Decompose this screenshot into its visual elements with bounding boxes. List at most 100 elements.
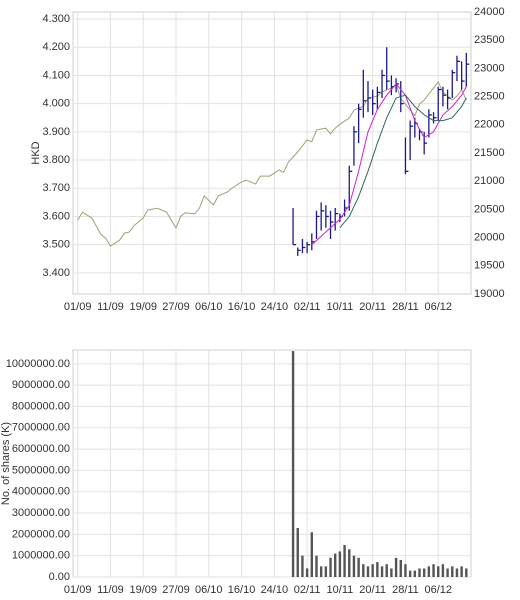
bar [413,570,417,577]
bar [385,564,388,577]
bar [432,564,435,577]
y-tick-label: 4.300 [42,13,70,25]
bar [357,557,360,577]
x-tick-label: 16/10 [228,301,256,313]
x-tick-label: 28/11 [392,301,419,313]
x-tick-label: 20/11 [359,301,386,313]
y2-tick-label: 21000 [474,175,505,187]
y-tick-label: 5000000.00 [12,464,70,476]
y2-tick-label: 22000 [474,119,505,131]
bar [451,566,454,577]
x-tick-label: 19/09 [129,584,157,596]
x-tick-label: 24/10 [261,584,289,596]
x-tick-label: 06/10 [195,584,223,596]
bar [455,568,459,577]
x-tick-label: 06/12 [424,584,452,596]
y-tick-label: 2000000.00 [12,528,70,540]
bar [315,555,318,577]
y-tick-label: 3000000.00 [12,507,70,519]
y-tick-label: 1000000.00 [12,550,70,562]
y-tick-label: 3.500 [42,239,70,251]
bar [334,553,337,577]
x-tick-label: 02/11 [294,584,321,596]
y-tick-label: 4000000.00 [12,486,70,498]
bar [352,555,356,577]
y2-tick-label: 20000 [474,232,505,244]
x-tick-label: 28/11 [392,584,419,596]
bar [441,564,445,577]
bar [465,568,468,577]
line-series [77,80,467,247]
bar [310,532,313,577]
x-tick-label: 11/09 [97,301,124,313]
plot-frame [72,349,472,578]
x-tick-label: 10/11 [327,301,354,313]
y-tick-label: 3.400 [42,267,70,279]
y-tick-label: 7000000.00 [12,422,70,434]
bar [324,566,328,577]
x-tick-label: 01/09 [64,301,92,313]
y2-tick-label: 22500 [474,91,505,103]
bar [338,551,342,577]
x-tick-label: 01/09 [64,584,92,596]
bar [296,527,299,577]
bar [305,568,309,577]
x-tick-label: 27/09 [162,301,190,313]
x-tick-label: 10/11 [327,584,354,596]
bar [348,549,351,577]
y-tick-label: 4.000 [42,98,70,110]
bar [399,559,402,577]
x-tick-label: 16/10 [228,584,256,596]
bar [380,566,384,577]
bar [343,545,346,577]
y2-tick-label: 23500 [474,34,505,46]
bar [408,570,412,577]
y-axis-label: No. of shares (K) [0,422,12,505]
bar [371,564,374,577]
bar [446,568,449,577]
bar [427,566,431,577]
y-tick-label: 3.600 [42,210,70,222]
x-tick-label: 02/11 [294,301,321,313]
bar [366,566,370,577]
x-tick-label: 24/10 [261,301,289,313]
y-tick-label: 3.700 [42,182,70,194]
bar [301,555,304,577]
line-series [311,83,467,246]
bar [418,568,421,577]
y2-tick-label: 21500 [474,147,505,159]
bar [394,557,398,577]
y2-tick-label: 19500 [474,260,505,272]
bar [422,568,426,577]
x-tick-label: 06/12 [424,301,452,313]
y-tick-label: 0.00 [49,571,70,583]
bar [329,557,332,577]
y2-tick-label: 23000 [474,62,505,74]
y2-tick-label: 20500 [474,203,505,215]
y-tick-label: 3.900 [42,126,70,138]
y-tick-label: 10000000.00 [6,358,70,370]
y-tick-label: 9000000.00 [12,379,70,391]
y-tick-label: 3.800 [42,154,70,166]
x-tick-label: 19/09 [129,301,157,313]
plot-frame [72,11,472,295]
bar [376,562,379,577]
y-tick-label: 8000000.00 [12,400,70,412]
x-tick-label: 11/09 [97,584,124,596]
bar [404,564,407,577]
y2-tick-label: 24000 [474,6,505,18]
y-tick-label: 4.200 [42,41,70,53]
bar [319,566,323,577]
bar [291,351,295,577]
bar [437,566,440,577]
x-tick-label: 27/09 [162,584,190,596]
y-tick-label: 4.100 [42,69,70,81]
bar [390,568,393,577]
y-axis-label: HKD [30,141,42,164]
x-tick-label: 20/11 [359,584,386,596]
y2-tick-label: 19000 [474,288,505,300]
line-series [339,94,467,229]
bar [460,566,463,577]
